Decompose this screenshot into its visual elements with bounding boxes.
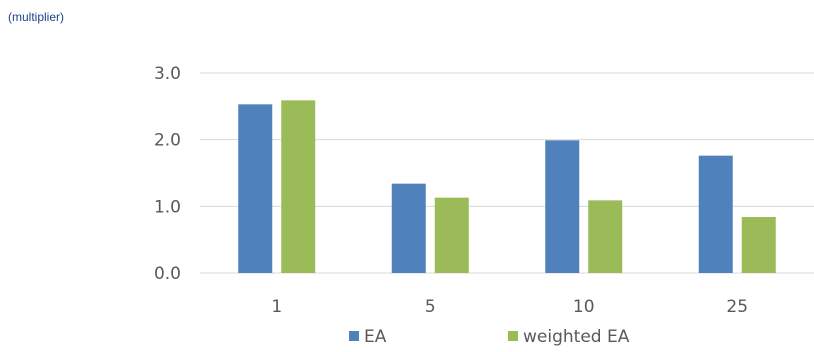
y-axis-ticks: 0.0 1.0 2.0 3.0 (154, 64, 181, 284)
y-tick-label: 3.0 (154, 64, 181, 84)
legend-label: EA (364, 327, 387, 347)
x-axis-ticks: 1 5 10 25 (271, 297, 748, 317)
y-tick-label: 2.0 (154, 131, 181, 151)
bar-ea-1 (238, 104, 273, 273)
x-tick-label: 10 (573, 297, 595, 317)
legend-swatch-ea (349, 331, 359, 341)
bar-weighted-ea-25 (741, 217, 776, 273)
bar-ea-5 (391, 183, 426, 273)
bar-ea-10 (545, 140, 580, 273)
x-tick-label: 25 (726, 297, 748, 317)
x-tick-label: 5 (425, 297, 436, 317)
bar-weighted-ea-1 (281, 100, 316, 273)
y-tick-label: 0.0 (154, 264, 181, 284)
legend-swatch-weighted-ea (508, 331, 518, 341)
x-tick-label: 1 (271, 297, 282, 317)
bar-weighted-ea-5 (434, 197, 469, 273)
y-unit-label: (multiplier) (8, 10, 65, 24)
bar-ea-25 (698, 155, 733, 273)
y-tick-label: 1.0 (154, 197, 181, 217)
bars (238, 100, 776, 273)
legend-label: weighted EA (523, 327, 630, 347)
legend: EA weighted EA (349, 327, 630, 347)
bar-weighted-ea-10 (588, 200, 623, 273)
